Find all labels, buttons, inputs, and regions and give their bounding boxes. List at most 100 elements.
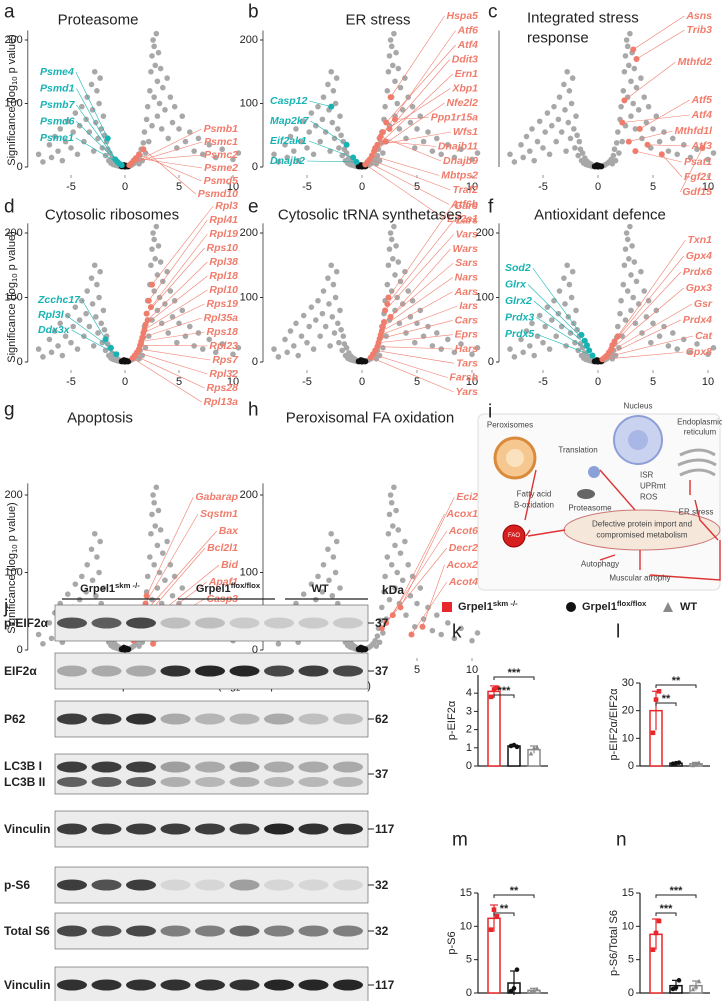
background-point <box>388 236 395 243</box>
panel-letter: i <box>488 402 492 423</box>
highlight-point <box>599 356 606 363</box>
background-point <box>315 573 321 580</box>
background-point <box>335 320 341 327</box>
background-point <box>384 554 391 560</box>
legend-label-part: WT <box>680 601 697 613</box>
y-tick-label: 0 <box>252 356 258 368</box>
panel-title: Integrated stress <box>527 10 639 27</box>
gene-label: Psmd5 <box>204 175 239 187</box>
band <box>91 617 122 629</box>
y-tick-label: 100 <box>4 567 22 579</box>
connector <box>679 147 703 193</box>
connector <box>381 291 453 332</box>
highlight-point <box>379 129 386 136</box>
background-point <box>388 43 395 50</box>
background-point <box>534 138 541 145</box>
background-point <box>313 317 319 323</box>
background-point <box>379 604 385 611</box>
background-point <box>556 288 563 294</box>
background-point <box>520 154 526 161</box>
background-point <box>474 345 481 351</box>
highlight-point <box>385 294 392 301</box>
background-point <box>191 148 197 154</box>
center-point <box>125 358 132 365</box>
background-point <box>705 156 711 163</box>
background-point <box>148 68 154 75</box>
background-point <box>325 275 331 281</box>
gene-label: Rpl3l <box>38 309 65 321</box>
band <box>160 823 191 835</box>
background-point <box>149 596 155 603</box>
connector <box>378 334 453 343</box>
background-point <box>665 148 672 154</box>
connector <box>612 271 682 346</box>
connector <box>65 314 112 349</box>
data-point <box>508 988 514 994</box>
highlight-point <box>104 135 111 142</box>
significance-label: *** <box>670 885 684 897</box>
background-point <box>529 126 535 132</box>
gene-label: Dnajb11 <box>438 141 478 153</box>
connector <box>371 155 440 176</box>
gene-label: Rpl18 <box>209 270 238 282</box>
background-point <box>100 307 107 314</box>
background-point <box>326 577 332 584</box>
background-point <box>72 110 79 116</box>
y-tick-label: 15 <box>622 887 634 899</box>
highlight-point <box>343 141 350 148</box>
gene-label: Rps10 <box>206 242 238 254</box>
band <box>264 665 294 677</box>
y-tick-label: 100 <box>4 98 22 110</box>
background-point <box>561 275 567 281</box>
background-point <box>633 84 640 91</box>
band <box>91 713 122 725</box>
gene-label: Dnajb2 <box>270 155 305 167</box>
band <box>333 925 363 937</box>
background-point <box>100 585 107 591</box>
connector <box>377 346 453 350</box>
connector <box>148 219 208 301</box>
background-point <box>282 141 288 148</box>
background-point <box>572 145 578 151</box>
kda-label: 32 <box>375 924 389 938</box>
x-tick-label: -5 <box>66 376 76 388</box>
background-point <box>429 627 436 634</box>
background-point <box>48 635 55 642</box>
gene-label: Apaf1 <box>208 576 238 588</box>
background-point <box>153 484 160 491</box>
x-tick-label: -5 <box>538 376 548 388</box>
band <box>57 823 87 835</box>
connector <box>370 357 454 393</box>
background-point <box>540 339 546 346</box>
data-point <box>650 947 656 952</box>
background-point <box>438 151 445 158</box>
background-point <box>391 223 397 230</box>
panel-letter: l <box>616 622 620 643</box>
diagram-label: Autophagy <box>581 560 619 569</box>
background-point <box>412 145 418 151</box>
blot-row-label: Vinculin <box>4 978 50 992</box>
connector <box>135 157 203 169</box>
background-point <box>284 349 291 356</box>
band <box>195 777 225 787</box>
background-point <box>160 550 166 556</box>
background-point <box>151 236 157 243</box>
gene-label: Rpl41 <box>209 214 238 226</box>
background-point <box>623 37 630 43</box>
band <box>57 979 87 991</box>
gene-label: Atf4 <box>691 109 713 121</box>
background-point <box>531 157 537 164</box>
y-axis-label: Significance (log10 p value) <box>6 502 19 633</box>
background-point <box>391 30 397 37</box>
background-point <box>300 312 307 319</box>
background-point <box>157 65 164 72</box>
background-point <box>434 135 440 142</box>
background-point <box>59 352 66 359</box>
band <box>264 761 294 773</box>
y-tick-label: 0 <box>17 356 23 368</box>
background-point <box>687 154 694 161</box>
band <box>195 823 225 835</box>
background-point <box>169 119 176 126</box>
band <box>160 761 191 773</box>
background-point <box>648 339 654 346</box>
